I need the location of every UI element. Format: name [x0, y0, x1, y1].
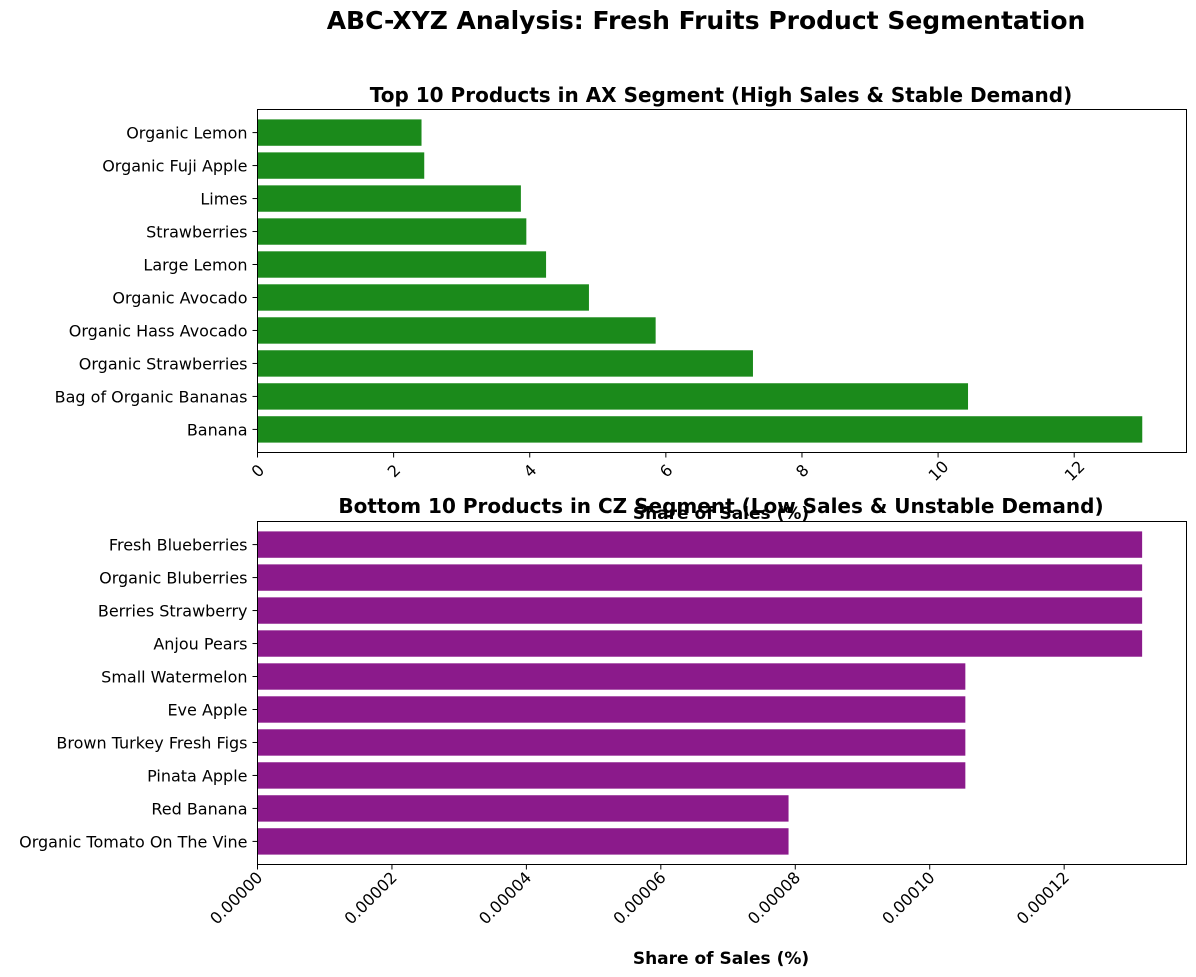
x-axis: 0.00000 0.00002 0.00004 0.00006 0.00008 0.000…	[206, 864, 1073, 928]
y-axis: Banana Bag of Organic Bananas Organic Stra…	[55, 124, 258, 439]
x-tick-label: 0.00010	[878, 868, 938, 928]
x-tick-label: 10	[925, 457, 953, 485]
x-tick-label: 0	[248, 461, 269, 482]
bar	[257, 597, 1143, 624]
y-axis: Organic Tomato On The Vine Red Banana Pina…	[19, 536, 258, 851]
y-tick-label: Brown Turkey Fresh Figs	[56, 733, 247, 752]
y-tick-label: Organic Bluberries	[99, 569, 247, 588]
bar	[257, 564, 1143, 591]
x-tick-label: 12	[1061, 457, 1089, 485]
bar	[257, 284, 589, 311]
plot-bars	[257, 119, 1143, 443]
x-tick-label: 4	[520, 461, 541, 482]
bar	[257, 696, 966, 723]
y-tick-label: Large Lemon	[143, 256, 247, 275]
chart-bottom: Organic Tomato On The Vine Red Banana Pina…	[19, 494, 1187, 969]
y-tick-label: Small Watermelon	[101, 668, 247, 687]
chart-top: Banana Bag of Organic Bananas Organic Stra…	[55, 83, 1187, 524]
plot-bars	[257, 531, 1143, 855]
bar	[257, 317, 656, 344]
bar	[257, 119, 422, 146]
bar	[257, 416, 1143, 443]
x-tick-label: 2	[384, 461, 405, 482]
bar	[257, 152, 425, 179]
chart-title: Top 10 Products in AX Segment (High Sale…	[370, 83, 1072, 107]
y-tick-label: Banana	[187, 420, 248, 439]
y-tick-label: Limes	[200, 190, 247, 209]
y-tick-label: Berries Strawberry	[98, 602, 248, 621]
y-tick-label: Organic Hass Avocado	[69, 321, 248, 340]
x-tick-label: 0.00004	[475, 868, 535, 928]
y-tick-label: Red Banana	[151, 799, 247, 818]
bar	[257, 729, 966, 756]
bar	[257, 531, 1143, 558]
x-tick-label: 0.00008	[744, 868, 804, 928]
y-tick-label: Strawberries	[146, 223, 247, 242]
plot-frame	[257, 521, 1187, 865]
bar	[257, 350, 753, 377]
x-tick-label: 0.00012	[1013, 868, 1073, 928]
y-tick-label: Organic Strawberries	[79, 354, 248, 373]
x-tick-label: 0.00002	[341, 868, 401, 928]
y-tick-label: Organic Avocado	[112, 288, 247, 307]
y-tick-label: Organic Tomato On The Vine	[19, 832, 247, 851]
plot-frame	[257, 109, 1187, 453]
bar	[257, 795, 789, 822]
bar	[257, 251, 547, 278]
bar	[257, 218, 527, 245]
chart-title: Bottom 10 Products in CZ Segment (Low Sa…	[338, 494, 1103, 518]
x-axis-title: Share of Sales (%)	[633, 949, 809, 969]
bar	[257, 383, 969, 410]
y-tick-label: Bag of Organic Bananas	[55, 387, 248, 406]
y-tick-label: Pinata Apple	[147, 766, 247, 785]
x-tick-label: 6	[656, 461, 677, 482]
x-tick-label: 0.00006	[609, 868, 669, 928]
bar	[257, 828, 789, 855]
bar	[257, 762, 966, 789]
x-tick-label: 0.00000	[206, 868, 266, 928]
y-tick-label: Organic Lemon	[126, 124, 247, 143]
y-tick-label: Anjou Pears	[153, 635, 247, 654]
x-tick-label: 8	[792, 461, 813, 482]
y-tick-label: Organic Fuji Apple	[102, 157, 247, 176]
y-tick-label: Fresh Blueberries	[109, 536, 248, 555]
bar	[257, 663, 966, 690]
figure-title: ABC-XYZ Analysis: Fresh Fruits Product S…	[327, 6, 1086, 35]
x-axis-title: Share of Sales (%)	[633, 504, 809, 524]
bar	[257, 630, 1143, 657]
bar	[257, 185, 521, 212]
x-axis: 0 2 4 6 8 10 12	[248, 452, 1089, 485]
y-tick-label: Eve Apple	[167, 700, 247, 719]
